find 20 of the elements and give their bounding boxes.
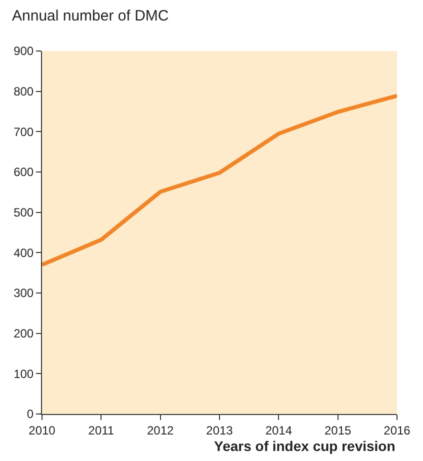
y-tick-label: 700 (14, 124, 34, 139)
y-tick-label: 800 (14, 84, 34, 99)
y-tick-label: 200 (14, 326, 34, 341)
chart-title: Annual number of DMC (12, 8, 169, 24)
y-tick-label: 300 (14, 286, 34, 300)
x-tick-label: 2013 (206, 423, 234, 438)
y-tick-label: 400 (14, 246, 34, 260)
y-tick-label: 600 (14, 165, 34, 180)
y-tick-label: 100 (14, 366, 34, 381)
y-tick-label: 500 (14, 206, 34, 220)
y-tick-label: 900 (14, 44, 34, 58)
x-tick-label: 2015 (324, 423, 352, 438)
x-tick-label: 2011 (88, 423, 114, 438)
y-tick-label: 0 (26, 407, 34, 422)
x-tick-label: 2010 (28, 423, 56, 438)
line-series (42, 94, 397, 267)
x-axis-title: Years of index cup revision (214, 438, 396, 454)
x-tick-label: 2014 (265, 423, 292, 438)
x-tick-label: 2016 (384, 423, 411, 438)
x-tick-label: 2012 (146, 423, 174, 438)
